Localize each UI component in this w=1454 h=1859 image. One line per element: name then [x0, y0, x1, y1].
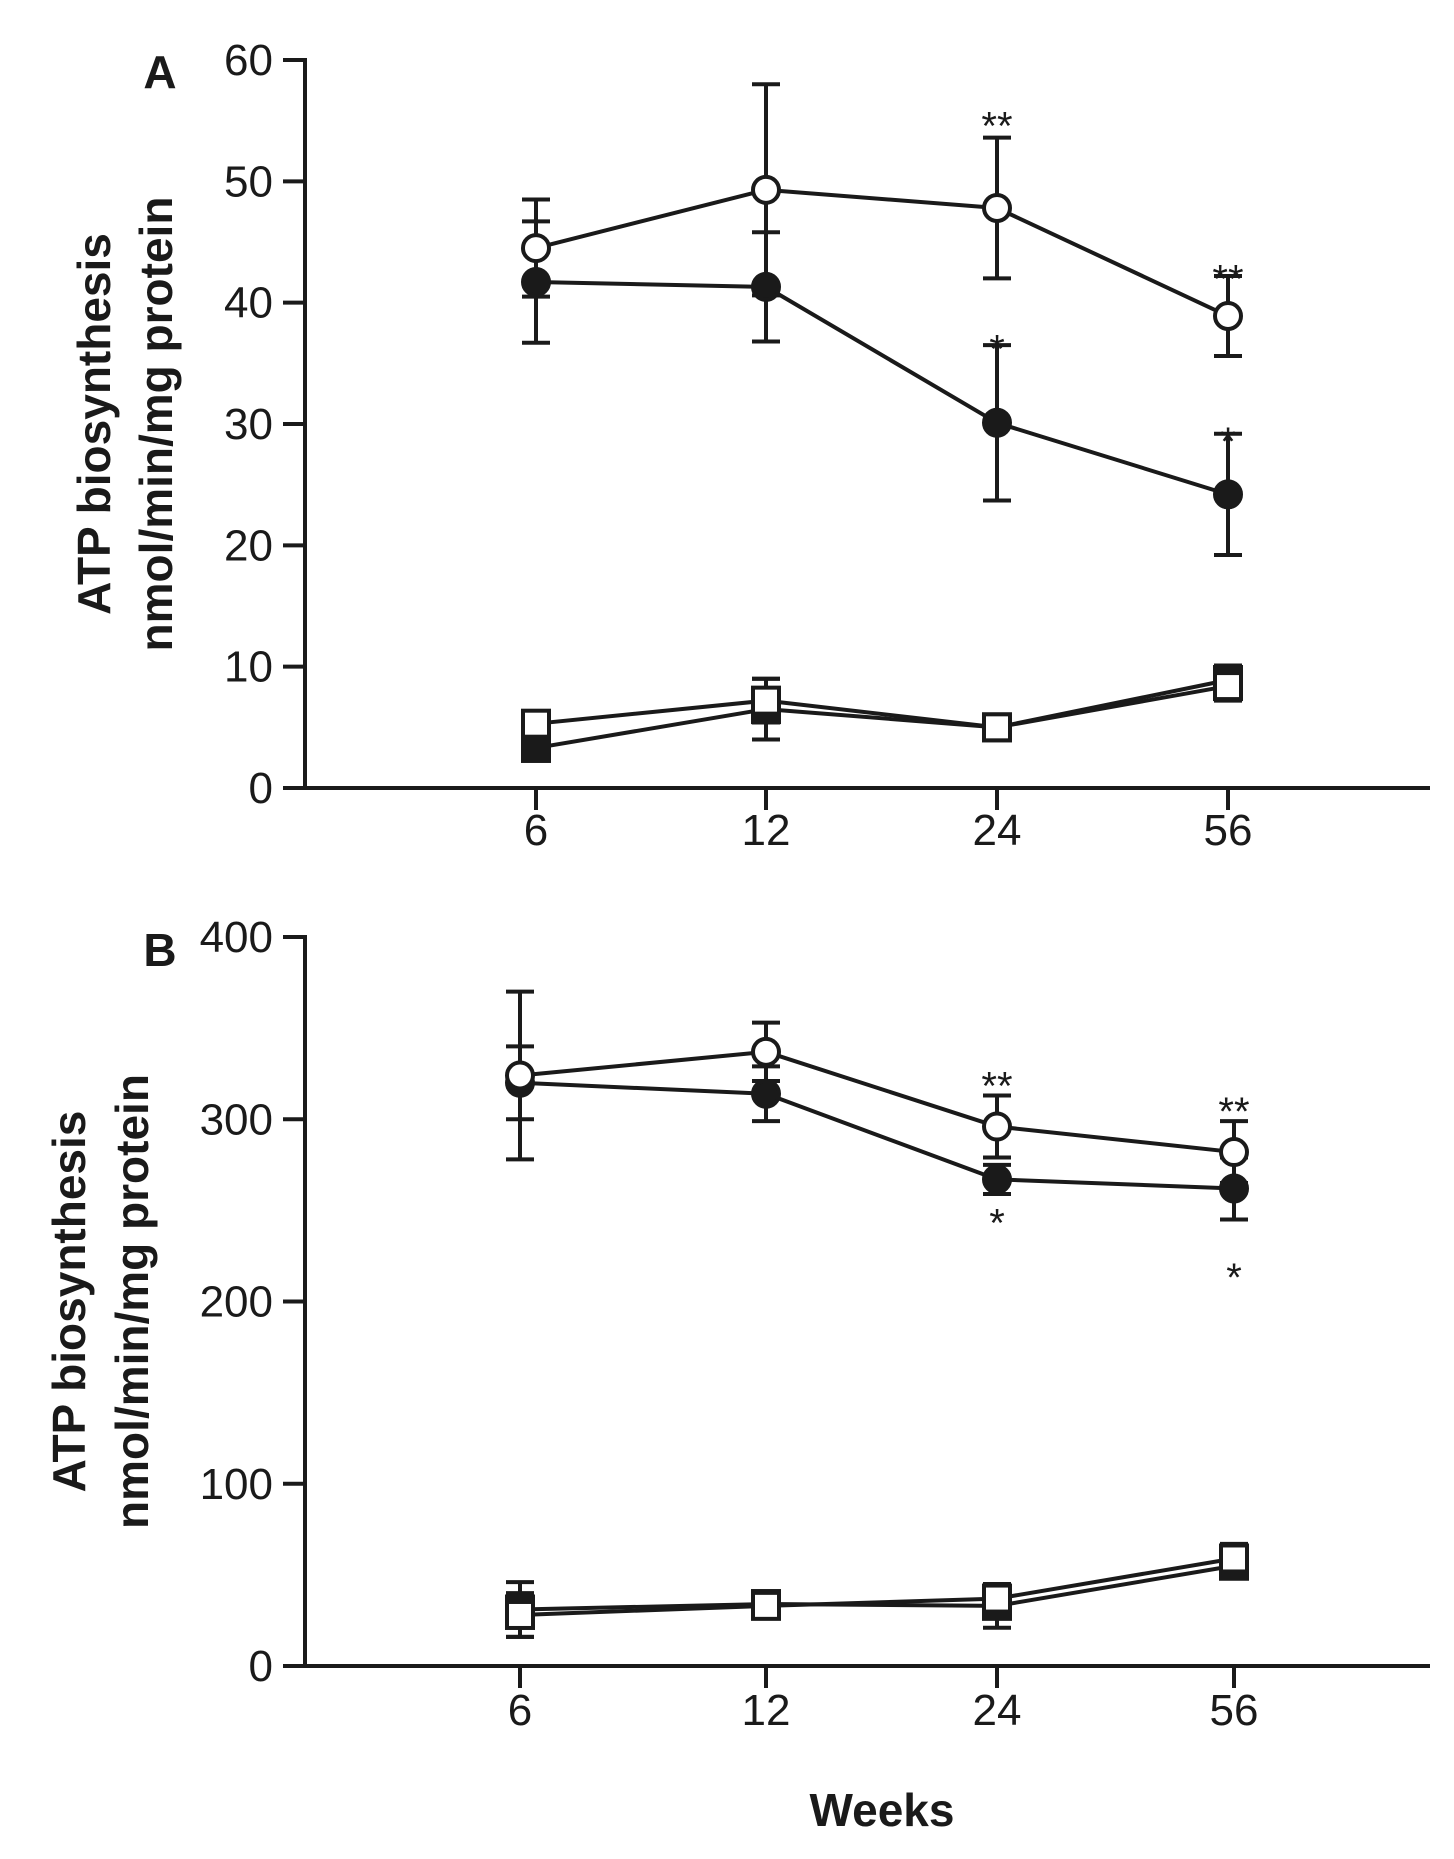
data-point [982, 712, 1012, 743]
series-line [535, 187, 1229, 318]
x-tick-label: 12 [742, 806, 791, 855]
data-point [982, 193, 1012, 224]
series-line [535, 280, 1229, 497]
data-point [1213, 671, 1243, 702]
data-point [751, 1036, 781, 1067]
series-line [519, 1049, 1235, 1155]
y-tick-label: 100 [200, 1460, 273, 1509]
x-axis-title: Weeks [810, 1784, 955, 1836]
x-tick-label: 56 [1204, 806, 1253, 855]
data-point [982, 1583, 1012, 1614]
y-tick-label: 400 [200, 913, 273, 962]
y-tick-label: 20 [224, 521, 273, 570]
y-tick-label: 10 [224, 643, 273, 692]
data-point [982, 1164, 1012, 1195]
y-tick-label: 60 [224, 36, 273, 85]
y-axis-title-line2: nmol/min/mg protein [130, 197, 182, 652]
data-point [505, 1599, 535, 1630]
significance-marker: ** [1218, 1090, 1249, 1134]
y-tick-label: 300 [200, 1095, 273, 1144]
y-axis-title-line1: ATP biosynthesis [68, 233, 120, 615]
significance-marker: ** [981, 104, 1012, 148]
series-open-circle [505, 989, 1249, 1186]
significance-marker: * [989, 328, 1005, 372]
y-axis-title-line2: nmol/min/mg protein [106, 1074, 158, 1529]
x-tick-label: 56 [1210, 1686, 1259, 1735]
significance-marker: ** [981, 1065, 1012, 1109]
y-tick-label: 50 [224, 157, 273, 206]
series-line [535, 678, 1229, 750]
panel-label: A [143, 46, 176, 98]
series-line [519, 1563, 1235, 1612]
y-tick-label: 0 [249, 1642, 273, 1691]
chart-panel-b: 0 100 200 300 400 6 12 24 56 B ATP biosynthesis nmo… [43, 913, 1430, 1836]
data-point [505, 1060, 535, 1091]
data-point [751, 174, 781, 205]
data-point [982, 1111, 1012, 1142]
y-tick-label: 200 [200, 1278, 273, 1327]
y-axis-title-line1: ATP biosynthesis [43, 1111, 95, 1493]
significance-marker: * [989, 1201, 1005, 1245]
data-point [521, 708, 551, 739]
series-line [519, 1080, 1235, 1191]
panel-label: B [143, 924, 176, 976]
data-point [521, 233, 551, 264]
x-tick-label: 12 [742, 1686, 791, 1735]
y-tick-label: 30 [224, 400, 273, 449]
y-tick-label: 0 [249, 764, 273, 813]
series-filled-square [505, 1550, 1249, 1639]
series-line [535, 684, 1229, 730]
x-tick-label: 6 [524, 806, 548, 855]
data-point [751, 685, 781, 716]
chart-panel-a: 0 10 20 30 40 50 60 6 12 24 56 A ATP biosynthesis nmo… [68, 36, 1430, 855]
significance-marker: ** [1212, 257, 1243, 301]
y-tick-label: 40 [224, 279, 273, 328]
x-tick-label: 24 [973, 1686, 1022, 1735]
x-tick-label: 6 [508, 1686, 532, 1735]
data-point [1219, 1137, 1249, 1168]
series-open-circle [521, 82, 1243, 359]
significance-marker: * [1226, 1256, 1242, 1300]
data-point [1213, 479, 1243, 510]
data-point [521, 732, 551, 763]
data-point [982, 407, 1012, 438]
x-tick-label: 24 [973, 806, 1022, 855]
significance-marker: * [1220, 420, 1236, 464]
data-point [751, 1078, 781, 1109]
series-filled-circle [505, 1044, 1249, 1222]
data-point [1213, 301, 1243, 332]
series-open-square [521, 669, 1243, 743]
data-point [751, 1590, 781, 1621]
data-point [1219, 1543, 1249, 1574]
series-line [519, 1556, 1235, 1617]
series-open-square [505, 1541, 1249, 1639]
